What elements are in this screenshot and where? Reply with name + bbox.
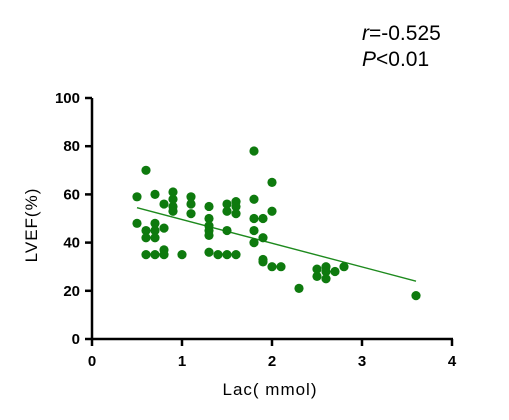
x-tick-label: 2 bbox=[268, 353, 276, 370]
p-value: <0.01 bbox=[376, 48, 429, 71]
y-tick-label: 40 bbox=[63, 235, 80, 252]
data-point bbox=[177, 250, 187, 260]
x-tick-label: 4 bbox=[448, 353, 457, 370]
data-point bbox=[231, 209, 241, 219]
y-axis-title: LVEF(%) bbox=[22, 188, 41, 263]
data-point bbox=[204, 230, 214, 240]
data-point bbox=[150, 225, 160, 236]
data-point bbox=[159, 199, 169, 209]
data-point bbox=[204, 201, 214, 212]
data-point bbox=[294, 283, 304, 293]
data-point bbox=[186, 199, 196, 209]
data-point bbox=[249, 238, 259, 248]
data-point bbox=[258, 233, 268, 243]
data-point bbox=[132, 218, 142, 228]
y-tick-label: 60 bbox=[63, 186, 80, 203]
data-point bbox=[411, 291, 421, 301]
data-point bbox=[150, 189, 160, 199]
data-point bbox=[312, 271, 322, 281]
data-point bbox=[267, 177, 277, 187]
data-point bbox=[213, 250, 223, 260]
data-point bbox=[150, 218, 160, 228]
data-point bbox=[258, 213, 268, 224]
data-point bbox=[276, 262, 286, 272]
data-point bbox=[159, 250, 169, 260]
x-tick-label: 3 bbox=[358, 353, 366, 370]
data-point bbox=[132, 192, 142, 202]
data-point bbox=[339, 262, 349, 272]
data-point bbox=[249, 146, 259, 156]
data-point bbox=[141, 233, 151, 243]
data-point bbox=[321, 266, 331, 277]
y-tick-label: 100 bbox=[55, 90, 80, 107]
trend-line-group bbox=[136, 206, 417, 282]
y-axis-ticks: 0 20 40 60 80 100 bbox=[55, 90, 92, 348]
x-tick-label: 0 bbox=[88, 353, 96, 370]
data-point bbox=[168, 194, 178, 204]
data-point bbox=[330, 266, 340, 277]
data-point bbox=[186, 192, 196, 202]
data-point bbox=[186, 209, 196, 219]
data-point bbox=[168, 206, 178, 216]
data-point bbox=[141, 225, 151, 236]
data-point bbox=[150, 233, 160, 243]
data-point bbox=[267, 206, 277, 216]
data-point bbox=[150, 250, 160, 260]
data-point bbox=[168, 187, 178, 197]
data-point bbox=[249, 225, 259, 236]
data-point bbox=[312, 264, 322, 274]
data-point bbox=[141, 165, 151, 175]
y-tick-label: 80 bbox=[63, 138, 80, 155]
y-tick-label: 0 bbox=[72, 331, 80, 348]
data-point bbox=[159, 223, 169, 233]
p-symbol: P bbox=[362, 48, 376, 71]
data-point bbox=[321, 274, 331, 284]
p-value-annotation: P<0.01 bbox=[362, 48, 429, 71]
data-point bbox=[204, 247, 214, 257]
data-point bbox=[222, 250, 232, 260]
data-point bbox=[222, 206, 232, 216]
r-value: =-0.525 bbox=[369, 22, 441, 45]
data-point bbox=[222, 199, 232, 209]
data-point bbox=[249, 213, 259, 224]
correlation-annotation: r=-0.525 bbox=[362, 22, 441, 45]
data-point bbox=[267, 262, 277, 272]
data-points bbox=[132, 146, 421, 301]
data-point bbox=[204, 213, 214, 224]
y-tick-label: 20 bbox=[63, 283, 80, 300]
x-tick-label: 1 bbox=[178, 353, 186, 370]
data-point bbox=[249, 194, 259, 204]
data-point bbox=[231, 250, 241, 260]
regression-line bbox=[136, 206, 417, 282]
r-symbol: r bbox=[362, 22, 370, 45]
data-point bbox=[141, 250, 151, 260]
x-axis-title: Lac( mmol) bbox=[222, 380, 317, 399]
x-axis-ticks: 0 1 2 3 4 bbox=[88, 339, 457, 370]
data-point bbox=[222, 225, 232, 236]
data-point bbox=[258, 257, 268, 267]
data-point bbox=[231, 201, 241, 212]
